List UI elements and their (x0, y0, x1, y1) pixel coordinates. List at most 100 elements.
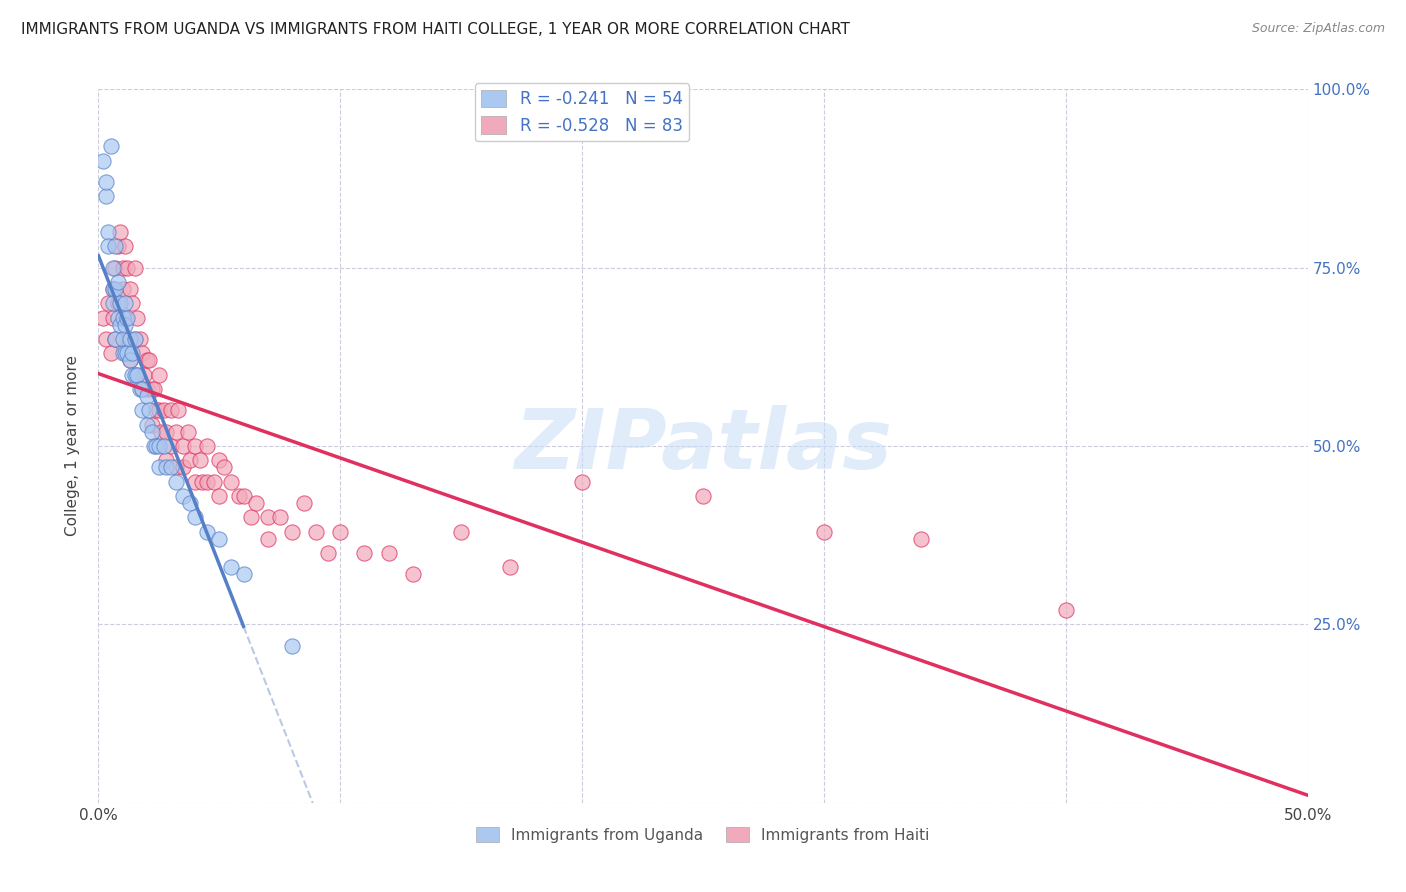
Point (94, 175, 117, 189)
Point (1054, 603, 1077, 617)
Point (172, 489, 194, 503)
Point (135, 417, 157, 432)
Point (167, 403, 190, 417)
Point (145, 403, 167, 417)
Point (101, 282, 124, 296)
Point (377, 546, 399, 560)
Point (692, 489, 714, 503)
Point (101, 260, 124, 275)
Point (910, 532, 932, 546)
Point (118, 353, 141, 368)
Point (101, 296, 124, 310)
Point (128, 332, 150, 346)
Point (221, 475, 243, 489)
Point (131, 382, 153, 396)
Point (148, 439, 170, 453)
Point (143, 382, 166, 396)
Point (239, 510, 262, 524)
Point (117, 332, 139, 346)
Point (208, 489, 231, 503)
Point (148, 460, 170, 475)
Point (160, 439, 183, 453)
Point (107, 239, 129, 253)
Point (104, 239, 127, 253)
Point (127, 368, 149, 382)
Point (104, 260, 127, 275)
Point (97, 239, 120, 253)
Point (107, 296, 129, 310)
Legend: Immigrants from Uganda, Immigrants from Haiti: Immigrants from Uganda, Immigrants from … (470, 821, 936, 848)
Point (256, 532, 278, 546)
Point (145, 439, 167, 453)
Point (172, 460, 194, 475)
Point (221, 560, 243, 574)
Point (124, 332, 146, 346)
Point (141, 417, 163, 432)
Point (281, 524, 304, 539)
Point (107, 275, 129, 289)
Point (108, 296, 131, 310)
Point (127, 310, 149, 325)
Point (204, 475, 226, 489)
Point (184, 475, 207, 489)
Point (188, 453, 211, 467)
Point (177, 425, 200, 439)
Point (117, 260, 139, 275)
Point (184, 439, 207, 453)
Point (127, 368, 149, 382)
Point (111, 310, 134, 325)
Point (128, 382, 150, 396)
Text: ZIPatlas: ZIPatlas (515, 406, 891, 486)
Point (114, 310, 136, 325)
Point (118, 282, 141, 296)
Point (228, 489, 250, 503)
Point (111, 282, 134, 296)
Point (305, 524, 328, 539)
Point (813, 524, 835, 539)
Point (316, 546, 339, 560)
Point (208, 453, 231, 467)
Point (121, 346, 143, 360)
Point (353, 546, 375, 560)
Point (498, 560, 520, 574)
Point (108, 318, 131, 332)
Point (111, 260, 134, 275)
Point (91, 153, 114, 168)
Point (329, 524, 352, 539)
Point (212, 460, 235, 475)
Point (152, 403, 174, 417)
Point (148, 403, 170, 417)
Point (124, 260, 146, 275)
Point (195, 475, 218, 489)
Point (114, 239, 136, 253)
Point (118, 353, 141, 368)
Point (191, 475, 214, 489)
Point (94, 189, 117, 203)
Point (195, 524, 218, 539)
Point (108, 225, 131, 239)
Point (402, 567, 425, 582)
Point (114, 296, 136, 310)
Point (117, 310, 139, 325)
Point (155, 453, 177, 467)
Point (104, 332, 127, 346)
Point (141, 425, 163, 439)
Point (101, 310, 124, 325)
Point (118, 332, 141, 346)
Point (155, 425, 177, 439)
Point (232, 567, 254, 582)
Point (117, 346, 139, 360)
Point (256, 510, 278, 524)
Point (104, 332, 127, 346)
Point (94, 332, 117, 346)
Point (97, 296, 120, 310)
Point (100, 346, 122, 360)
Point (111, 332, 134, 346)
Point (155, 460, 177, 475)
Point (114, 318, 136, 332)
Point (269, 510, 291, 524)
Point (104, 282, 127, 296)
Point (148, 368, 170, 382)
Point (131, 382, 153, 396)
Point (114, 346, 136, 360)
